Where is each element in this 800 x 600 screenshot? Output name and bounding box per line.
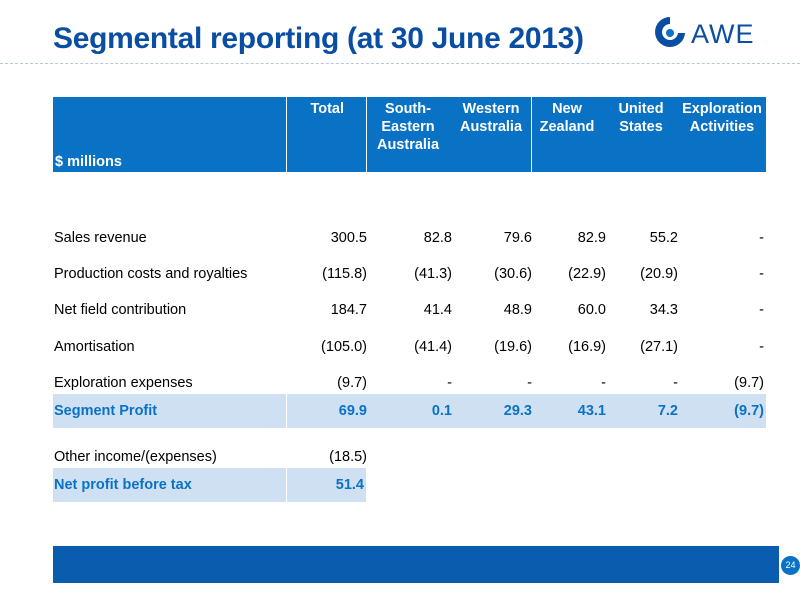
awe-logo: AWE: [653, 15, 763, 55]
cell-south-eastern-australia: (41.4): [414, 339, 452, 355]
cell-exploration-activities: -: [759, 230, 764, 246]
cell-western-australia: -: [527, 375, 532, 391]
cell-new-zealand: 43.1: [577, 403, 606, 419]
header-divider: [366, 97, 367, 172]
units-label: $ millions: [55, 154, 122, 170]
cell-united-states: 55.2: [649, 230, 678, 246]
cell-total: (18.5): [329, 449, 367, 465]
table-row: Exploration expenses (9.7) - - - - (9.7): [53, 373, 766, 395]
logo-text: AWE: [691, 19, 755, 49]
table-row: Production costs and royalties (115.8) (…: [53, 264, 766, 286]
cell-exploration-activities: (9.7): [734, 403, 764, 419]
table-row: Other income/(expenses) (18.5): [53, 447, 766, 469]
header-divider: [531, 97, 532, 172]
cell-south-eastern-australia: (41.3): [414, 266, 452, 282]
cell-united-states: (20.9): [640, 266, 678, 282]
cell-new-zealand: 60.0: [577, 302, 606, 318]
cell-exploration-activities: -: [759, 266, 764, 282]
cell-new-zealand: 82.9: [577, 230, 606, 246]
row-label: Net field contribution: [54, 302, 187, 318]
table-row: Sales revenue 300.5 82.8 79.6 82.9 55.2 …: [53, 228, 766, 250]
slide-title: Segmental reporting (at 30 June 2013): [53, 22, 584, 55]
row-label: Net profit before tax: [54, 477, 192, 493]
cell-new-zealand: (16.9): [568, 339, 606, 355]
cell-total: 300.5: [330, 230, 367, 246]
row-label: Sales revenue: [54, 230, 147, 246]
row-label: Segment Profit: [54, 403, 158, 419]
col-header-united-states: United States: [618, 101, 664, 135]
awe-logo-icon: [655, 17, 685, 47]
table-header: [53, 97, 766, 172]
cell-new-zealand: -: [601, 375, 606, 391]
cell-total: 184.7: [330, 302, 367, 318]
cell-exploration-activities: -: [759, 302, 764, 318]
cell-new-zealand: (22.9): [568, 266, 606, 282]
cell-total: (105.0): [321, 339, 367, 355]
col-header-south-eastern-australia: South- Eastern Australia: [376, 101, 440, 153]
cell-exploration-activities: -: [759, 339, 764, 355]
row-label: Amortisation: [54, 339, 135, 355]
cell-total: 69.9: [338, 403, 367, 419]
cell-united-states: (27.1): [640, 339, 678, 355]
cell-south-eastern-australia: 82.8: [423, 230, 452, 246]
cell-south-eastern-australia: 41.4: [423, 302, 452, 318]
net-profit-row: Net profit before tax 51.4: [53, 468, 366, 502]
cell-united-states: -: [673, 375, 678, 391]
col-header-western-australia: Western Australia: [459, 101, 523, 135]
page-number: 24: [781, 556, 800, 575]
col-header-exploration-activities: Exploration Activities: [682, 101, 762, 135]
table-row: Amortisation (105.0) (41.4) (19.6) (16.9…: [53, 337, 766, 359]
row-label: Other income/(expenses): [54, 449, 217, 465]
cell-western-australia: (30.6): [494, 266, 532, 282]
row-divider: [286, 468, 287, 502]
cell-total: (9.7): [337, 375, 367, 391]
cell-exploration-activities: (9.7): [734, 375, 764, 391]
row-label: Exploration expenses: [54, 375, 193, 391]
row-divider: [286, 394, 287, 428]
col-header-new-zealand: New Zealand: [539, 101, 595, 135]
table-row: Net field contribution 184.7 41.4 48.9 6…: [53, 300, 766, 322]
cell-united-states: 34.3: [649, 302, 678, 318]
cell-western-australia: 29.3: [503, 403, 532, 419]
cell-western-australia: 48.9: [503, 302, 532, 318]
footer-bar: [53, 546, 779, 583]
title-divider: [0, 63, 800, 64]
row-label: Production costs and royalties: [54, 266, 248, 282]
cell-south-eastern-australia: 0.1: [431, 403, 452, 419]
segment-profit-row: Segment Profit 69.9 0.1 29.3 43.1 7.2 (9…: [53, 394, 766, 428]
cell-united-states: 7.2: [657, 403, 678, 419]
cell-total: (115.8): [322, 266, 367, 282]
cell-total: 51.4: [335, 477, 364, 493]
cell-western-australia: 79.6: [503, 230, 532, 246]
cell-western-australia: (19.6): [494, 339, 532, 355]
header-divider: [286, 97, 287, 172]
col-header-total: Total: [310, 101, 344, 117]
cell-south-eastern-australia: -: [447, 375, 452, 391]
